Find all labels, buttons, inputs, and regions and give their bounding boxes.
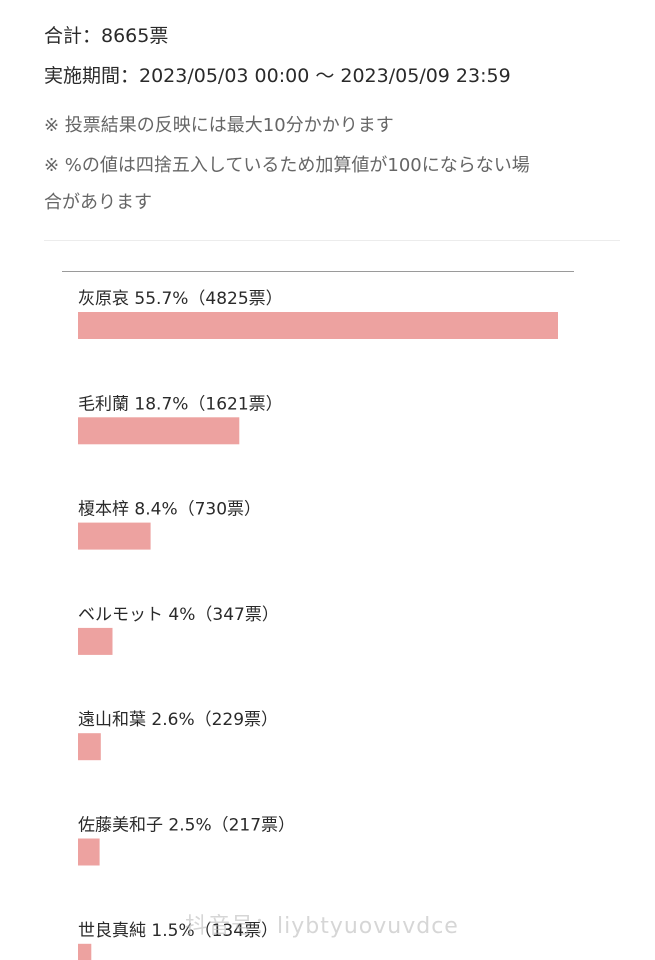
bar-label: ベルモット 4%（347票） [78, 605, 279, 625]
bar [78, 838, 100, 866]
bar [78, 733, 101, 761]
bar [78, 312, 558, 339]
watermark: 抖音号：liybtyuovuvdce [185, 914, 459, 939]
bar [78, 417, 240, 445]
bar [78, 943, 92, 960]
bar-label: 遠山和葉 2.6%（229票） [78, 710, 278, 730]
note-update-delay: ※ 投票結果の反映には最大10分かかります [44, 115, 394, 136]
note-rounding-continued: 合があります [44, 192, 152, 213]
bar [78, 522, 151, 550]
chart-top-rule [62, 271, 574, 272]
bar-label: 毛利蘭 18.7%（1621票） [78, 394, 283, 414]
bar-label: 榎本梓 8.4%（730票） [78, 500, 261, 520]
section-divider [44, 240, 620, 241]
total-votes: 合計：8665票 [44, 25, 169, 47]
voting-period: 実施期間：2023/05/03 00:00 〜 2023/05/09 23:59 [44, 65, 511, 87]
bar [78, 627, 113, 655]
note-rounding: ※ %の値は四捨五入しているため加算値が100にならない場 [44, 155, 530, 176]
bar-label: 佐藤美和子 2.5%（217票） [78, 816, 295, 836]
bar-label: 灰原哀 55.7%（4825票） [78, 289, 283, 309]
